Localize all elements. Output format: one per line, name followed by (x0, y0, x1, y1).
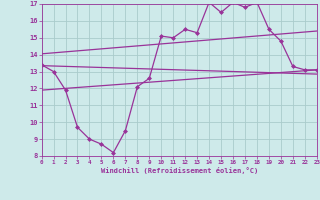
X-axis label: Windchill (Refroidissement éolien,°C): Windchill (Refroidissement éolien,°C) (100, 167, 258, 174)
